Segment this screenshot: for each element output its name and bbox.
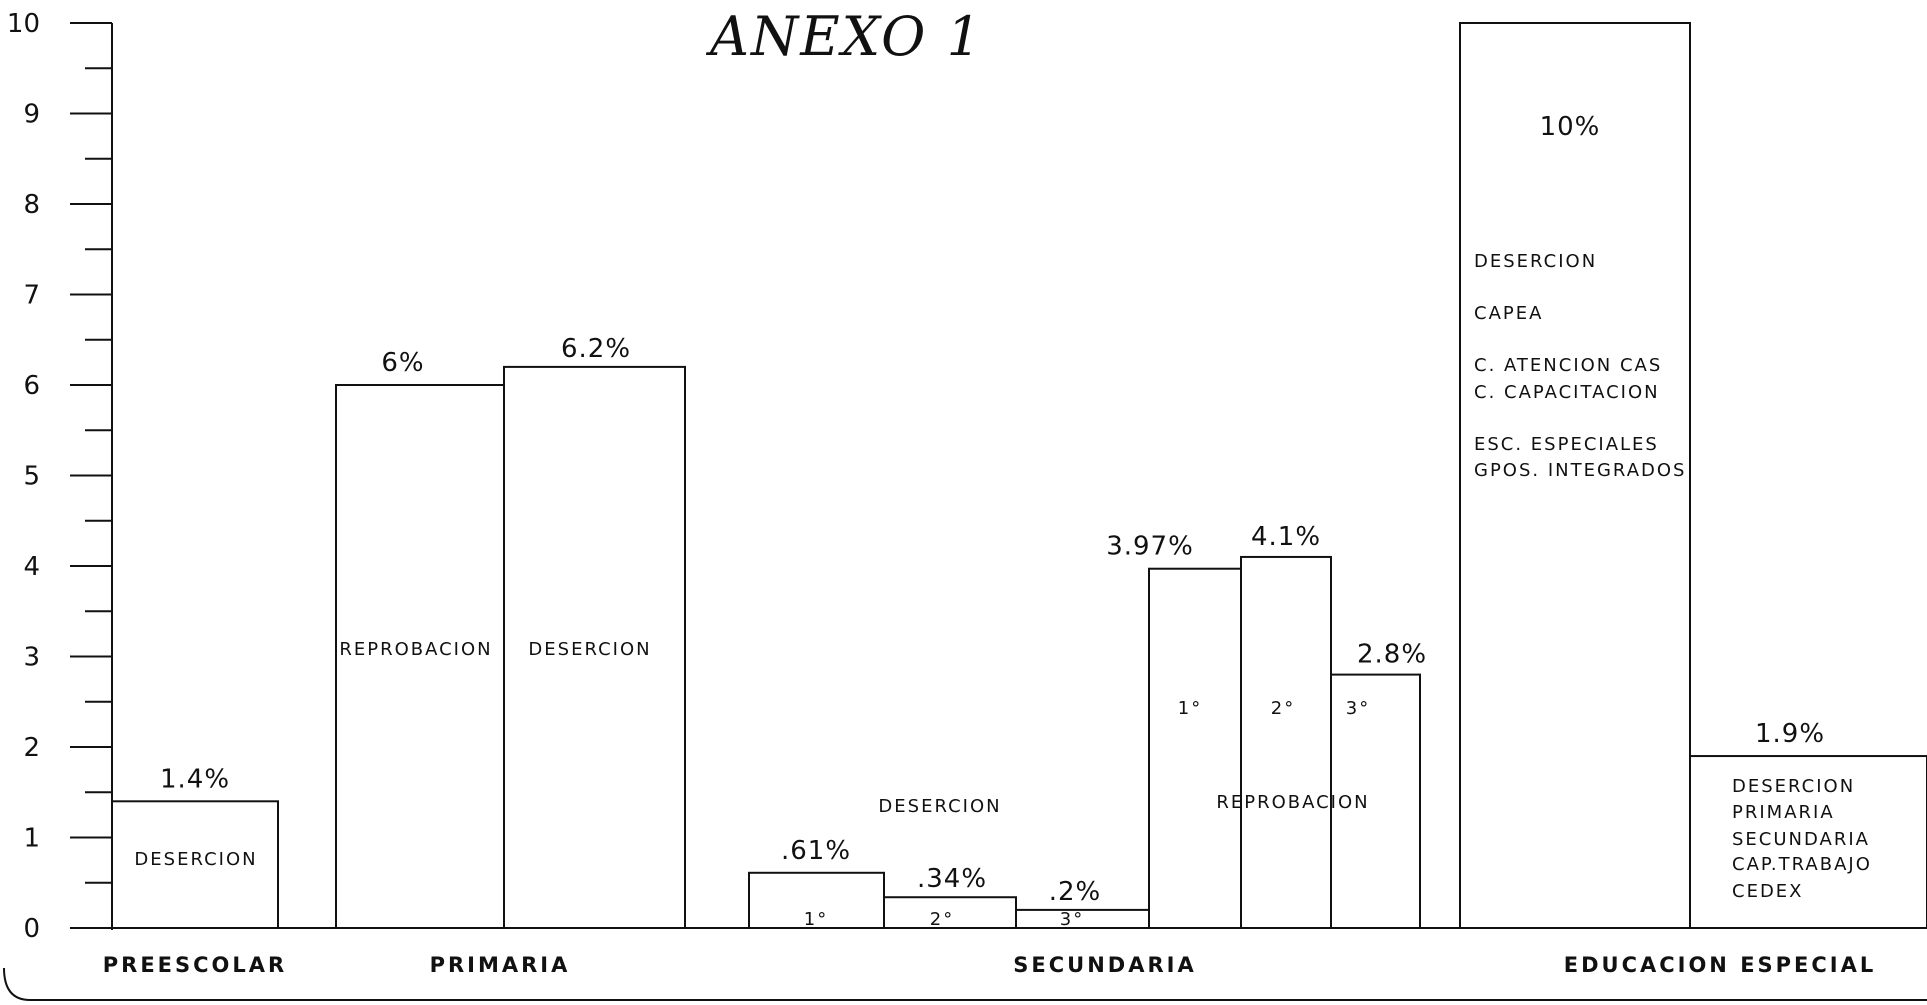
y-tick-label: 5	[23, 462, 40, 492]
bar-inner-label: 1°	[804, 909, 828, 930]
bar-inner-label: DESERCION	[528, 639, 651, 660]
y-tick-label: 8	[23, 190, 40, 220]
bar-inner-label: GPOS. INTEGRADOS	[1474, 460, 1686, 481]
bar-value-label: .61%	[781, 836, 851, 866]
bar-inner-label: 2°	[1271, 698, 1295, 719]
y-tick-label: 0	[23, 914, 40, 944]
bar	[883, 896, 1017, 929]
bar-value-label: 6.2%	[561, 334, 631, 364]
category-label: PRIMARIA	[430, 953, 571, 977]
bar	[111, 800, 279, 929]
bar-inner-label: 3°	[1346, 698, 1370, 719]
bar-inner-label: DESERCION	[1732, 776, 1855, 797]
bar-inner-label: SECUNDARIA	[1732, 829, 1870, 850]
group-labels: DESERCION REPROBACION	[878, 792, 1369, 817]
chart-title: ANEXO 1	[705, 5, 983, 68]
bar	[1148, 567, 1242, 930]
bar	[335, 384, 505, 929]
bar-value-label: .2%	[1049, 877, 1102, 907]
y-tick-label: 4	[23, 552, 40, 582]
group-label: REPROBACION	[1216, 792, 1369, 813]
category-labels: PREESCOLAR PRIMARIA SECUNDARIA EDUCACION ES…	[103, 953, 1877, 977]
value-labels: 1.4% 6% 6.2% .61% .34% .2% 3.97% 4.1% 2.8% 10% 1.9…	[160, 112, 1825, 907]
bar	[1459, 22, 1691, 929]
bar-inner-label: DESERCION	[1474, 251, 1597, 272]
y-tick-label: 6	[23, 371, 40, 401]
bar-inner-label: CAPEA	[1474, 303, 1543, 324]
group-label: DESERCION	[878, 796, 1001, 817]
bar-inner-label: C. ATENCION CAS	[1474, 355, 1662, 376]
y-tick-label: 7	[23, 281, 40, 311]
y-tick-label: 3	[23, 643, 40, 673]
bar-value-label: 10%	[1540, 112, 1601, 142]
bar-value-label: 4.1%	[1251, 522, 1321, 552]
bar-inner-label: C. CAPACITACION	[1474, 382, 1660, 403]
inner-labels: DESERCION REPROBACION DESERCION 1° 2° 3° 1° 2° 3…	[134, 251, 1872, 930]
bar-inner-label: DESERCION	[134, 849, 257, 870]
frame-border	[3, 967, 1927, 1001]
bar-inner-label: CAP.TRABAJO	[1732, 854, 1872, 875]
bar-inner-label: 1°	[1178, 698, 1202, 719]
bar	[1689, 755, 1927, 929]
bar-value-label: .34%	[917, 864, 987, 894]
category-label: EDUCACION ESPECIAL	[1564, 953, 1877, 977]
y-tick-label: 9	[23, 100, 40, 130]
y-tick-label: 10	[7, 9, 40, 39]
bar-value-label: 2.8%	[1357, 640, 1427, 670]
bar	[1240, 555, 1332, 929]
bar-value-label: 1.4%	[160, 764, 230, 794]
bar-inner-label: CEDEX	[1732, 881, 1804, 902]
y-tick-label: 2	[23, 733, 40, 763]
bar-inner-label: PRIMARIA	[1732, 802, 1835, 823]
y-tick-label: 1	[23, 824, 40, 854]
bars	[111, 22, 1927, 930]
category-label: SECUNDARIA	[1013, 953, 1196, 977]
bar-inner-label: 2°	[930, 909, 954, 930]
bar	[1330, 673, 1421, 929]
bar-inner-label: 3°	[1060, 909, 1084, 930]
bar-value-label: 3.97%	[1106, 532, 1194, 562]
category-label: PREESCOLAR	[103, 953, 287, 977]
bar	[503, 365, 686, 929]
bar-inner-label: REPROBACION	[339, 639, 492, 660]
bar-value-label: 1.9%	[1755, 719, 1825, 749]
bar-inner-label: ESC. ESPECIALES	[1474, 434, 1659, 455]
bar-value-label: 6%	[381, 348, 424, 378]
